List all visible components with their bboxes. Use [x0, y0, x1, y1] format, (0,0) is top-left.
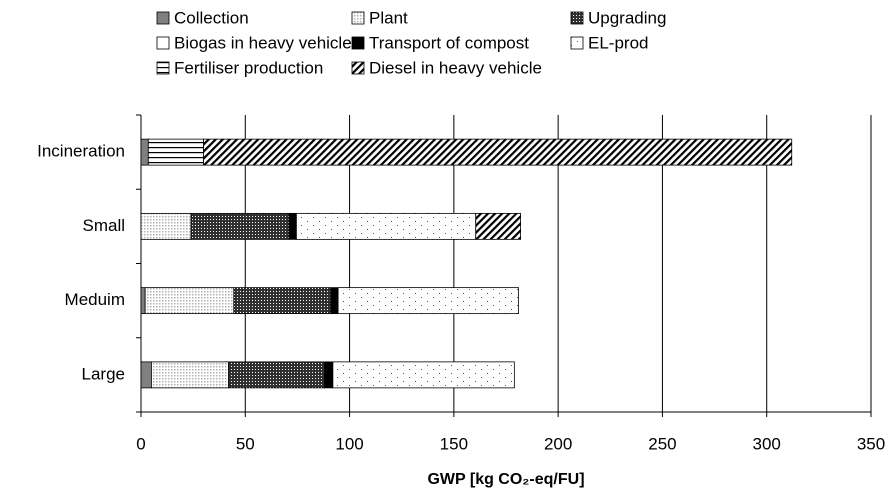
legend-swatch	[156, 61, 170, 75]
bar-segment	[288, 212, 297, 240]
legend-label: Diesel in heavy vehicle	[369, 58, 542, 77]
legend-label: Fertiliser production	[174, 58, 323, 77]
legend-swatch	[351, 11, 365, 25]
legend-label: EL-prod	[588, 33, 648, 52]
legend-swatch	[570, 36, 584, 50]
x-tick-label: 50	[236, 434, 255, 453]
x-tick-label: 150	[440, 434, 468, 453]
x-tick-label: 300	[753, 434, 781, 453]
bar-segment	[140, 212, 192, 240]
bar-segment	[330, 287, 339, 315]
bar-segment	[140, 138, 149, 166]
x-tick-label: 100	[335, 434, 363, 453]
bar-segment	[337, 287, 519, 315]
legend-label: Collection	[174, 8, 249, 27]
bar-segment	[203, 138, 793, 166]
y-tick-label: Incineration	[37, 142, 125, 161]
bar-segment	[228, 361, 325, 389]
x-tick-label: 350	[857, 434, 885, 453]
bar-segment	[324, 361, 334, 389]
x-axis-label: GWP [kg CO₂-eq/FU]	[427, 471, 584, 488]
x-tick-label: 200	[544, 434, 572, 453]
legend-label: Biogas in heavy vehicle	[174, 33, 352, 52]
legend-swatch	[351, 36, 365, 50]
bar-segment	[233, 287, 332, 315]
bar-segment	[144, 287, 235, 315]
legend-swatch	[570, 11, 584, 25]
y-tick-label: Large	[82, 364, 125, 383]
legend-swatch	[156, 36, 170, 50]
bar-segment	[475, 212, 521, 240]
y-tick-label: Meduim	[65, 290, 125, 309]
bar-segment	[190, 212, 290, 240]
bar-segment	[140, 361, 152, 389]
legend-label: Plant	[369, 8, 408, 27]
x-tick-label: 250	[648, 434, 676, 453]
bar-segment	[140, 287, 146, 315]
y-tick-label: Small	[82, 216, 125, 235]
legend-label: Transport of compost	[369, 33, 529, 52]
bar-segment	[147, 138, 204, 166]
bar-segment	[151, 361, 229, 389]
legend-label: Upgrading	[588, 8, 666, 27]
x-tick-label: 0	[136, 434, 145, 453]
bar-segment	[332, 361, 515, 389]
bar-segment	[295, 212, 477, 240]
legend-swatch	[156, 11, 170, 25]
legend-swatch	[351, 61, 365, 75]
